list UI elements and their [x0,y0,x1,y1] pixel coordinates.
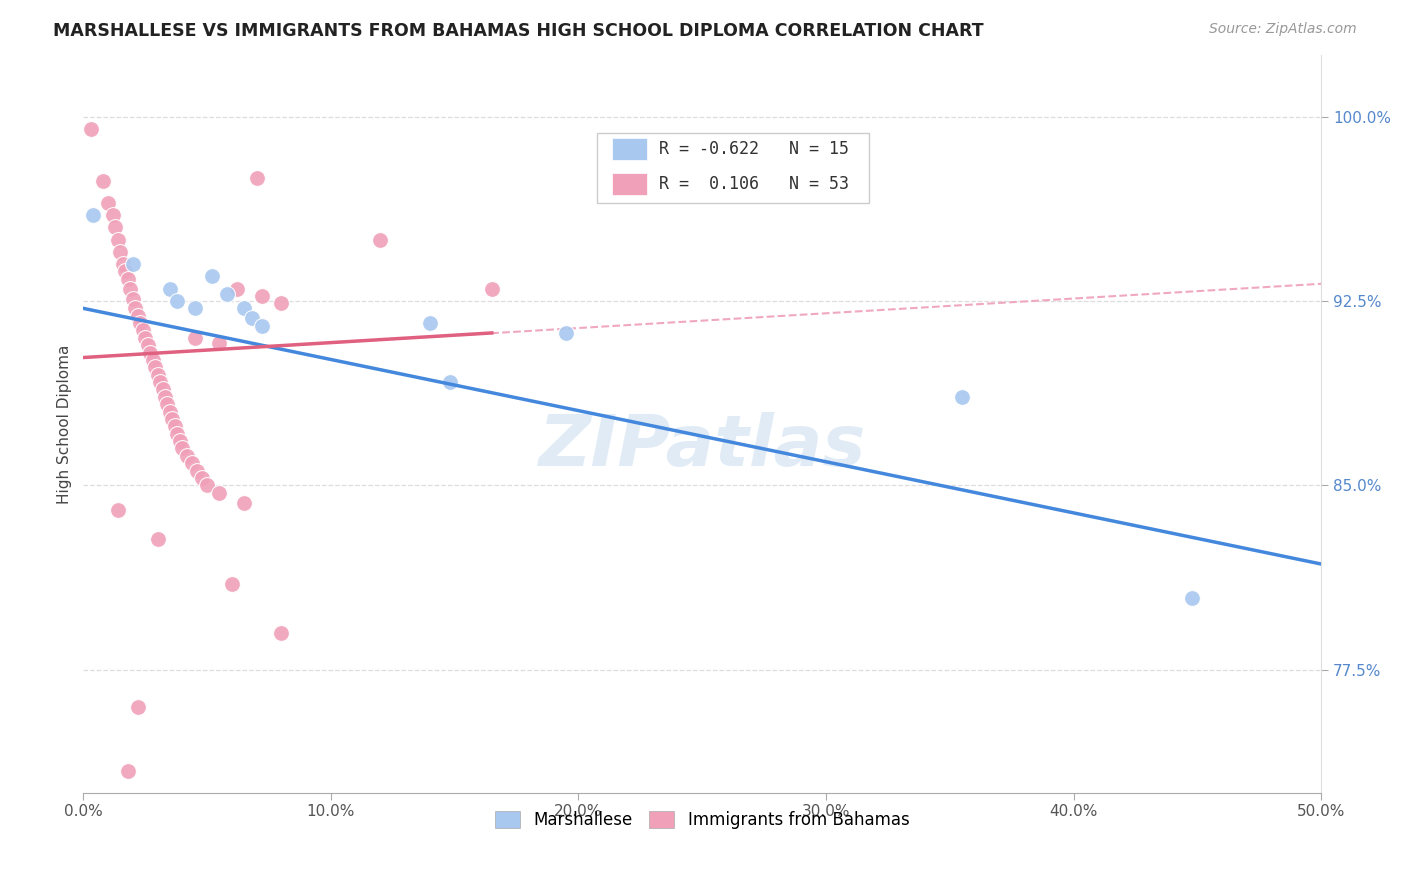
Y-axis label: High School Diploma: High School Diploma [58,344,72,504]
Point [104,220,127,235]
Point [169,434,191,449]
Point [183,331,205,345]
Point [82,208,104,222]
Point [159,404,181,418]
Point [233,495,256,509]
Point [195,478,218,492]
Point [183,301,205,316]
Point [107,233,129,247]
Point [127,309,149,323]
Point [117,272,139,286]
Point [101,208,124,222]
Point [129,316,152,330]
Point [270,625,292,640]
Point [233,301,256,316]
Point [181,456,204,470]
Point [142,353,165,368]
Point [124,301,146,316]
Point [370,233,392,247]
Point [246,171,269,186]
Point [121,257,143,271]
Point [250,289,273,303]
Point [172,442,194,456]
Point [146,368,169,382]
Point [80,121,103,136]
Text: R =  0.106   N = 53: R = 0.106 N = 53 [659,175,849,194]
Point [176,449,198,463]
Point [114,264,136,278]
Point [208,335,231,350]
Text: Source: ZipAtlas.com: Source: ZipAtlas.com [1209,22,1357,37]
Point [117,764,139,778]
Point [270,296,292,310]
Point [156,397,179,411]
Text: ZIPatlas: ZIPatlas [538,411,866,481]
Legend: Marshallese, Immigrants from Bahamas: Marshallese, Immigrants from Bahamas [488,805,917,836]
Point [162,412,184,426]
Bar [598,133,869,202]
Point [250,318,273,333]
Point [159,282,181,296]
Point [120,282,142,296]
Point [439,375,461,389]
Point [166,293,188,308]
Bar [612,173,647,195]
Point [419,316,441,330]
Point [166,426,188,441]
Point [139,345,162,359]
Point [225,282,247,296]
Point [152,383,174,397]
Point [240,311,263,326]
Point [153,390,176,404]
Point [136,338,159,352]
Point [481,282,503,296]
Point [127,699,149,714]
Bar [612,138,647,161]
Point [143,360,166,375]
Point [149,375,172,389]
Point [201,269,224,284]
Point [221,576,243,591]
Point [555,326,578,340]
Point [110,244,132,259]
Text: MARSHALLESE VS IMMIGRANTS FROM BAHAMAS HIGH SCHOOL DIPLOMA CORRELATION CHART: MARSHALLESE VS IMMIGRANTS FROM BAHAMAS H… [53,22,984,40]
Point [97,195,120,210]
Point [146,533,169,547]
Point [132,323,155,337]
Point [111,257,134,271]
Point [121,292,143,306]
Point [208,485,231,500]
Text: R = -0.622   N = 15: R = -0.622 N = 15 [659,140,849,158]
Point [134,331,156,345]
Point [163,419,186,434]
Point [215,286,238,301]
Point [186,464,208,478]
Point [107,503,129,517]
Point [1181,591,1204,606]
Point [950,390,973,404]
Point [191,471,214,485]
Point [91,173,114,187]
